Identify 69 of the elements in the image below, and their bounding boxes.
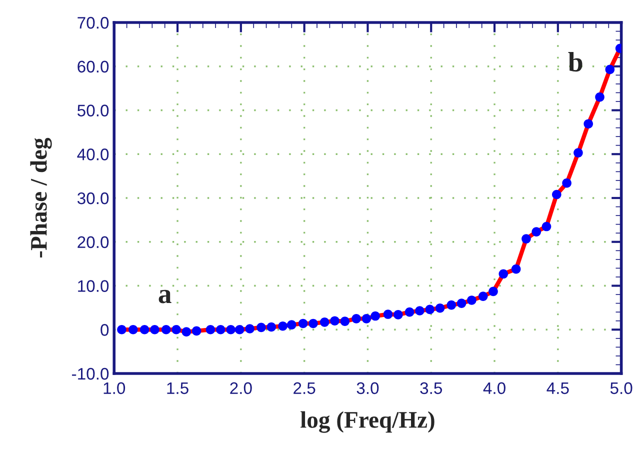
point xyxy=(435,303,445,313)
point xyxy=(562,178,572,188)
x-tick-label: 1.5 xyxy=(167,382,188,394)
x-tick-label: 2.5 xyxy=(294,382,316,394)
y-tick-label: 50.0 xyxy=(77,104,109,116)
point xyxy=(511,264,521,274)
point xyxy=(522,234,531,244)
point xyxy=(192,326,202,336)
x-tick-label: 4.0 xyxy=(483,382,506,394)
y-tick-label: 70.0 xyxy=(78,16,109,29)
y-tick-label: 40.0 xyxy=(77,148,109,160)
point xyxy=(383,310,393,319)
point xyxy=(206,324,216,334)
point xyxy=(320,318,330,327)
point xyxy=(498,269,508,279)
point xyxy=(216,324,226,334)
point xyxy=(532,227,542,236)
point xyxy=(574,148,583,158)
x-tick-label: 3.0 xyxy=(356,382,379,394)
y-axis-title: -Phase / deg xyxy=(30,138,52,258)
x-tick-label: 1.0 xyxy=(104,382,126,394)
point xyxy=(605,64,615,74)
x-tick-label: 4.5 xyxy=(546,382,569,394)
x-tick-label: 3.5 xyxy=(420,382,442,394)
point xyxy=(393,310,403,320)
point xyxy=(256,322,266,332)
point xyxy=(362,314,372,324)
point xyxy=(425,304,435,314)
point xyxy=(140,324,150,334)
point xyxy=(234,324,244,334)
point xyxy=(298,318,308,328)
point xyxy=(245,324,254,334)
x-axis-title: log (Freq/Hz) xyxy=(300,411,434,433)
point xyxy=(117,324,126,334)
point xyxy=(595,92,604,102)
y-tick-label: 10.0 xyxy=(78,280,109,292)
annotation: a xyxy=(158,290,172,304)
point xyxy=(340,316,350,326)
point xyxy=(182,327,192,336)
point xyxy=(542,222,552,232)
point xyxy=(415,306,424,316)
y-tick-label: 20.0 xyxy=(78,236,109,248)
point xyxy=(446,300,456,310)
point xyxy=(266,322,276,332)
y-tick-label: 0 xyxy=(100,324,109,336)
point xyxy=(352,314,361,324)
point xyxy=(404,307,414,317)
x-tick-label: 5.0 xyxy=(610,382,632,394)
point xyxy=(161,324,171,334)
annotation: b xyxy=(568,52,582,72)
point xyxy=(172,324,181,334)
point xyxy=(128,324,138,334)
point xyxy=(286,320,296,330)
point xyxy=(488,286,498,296)
y-tick-label: 30.0 xyxy=(77,192,109,204)
y-tick-label: -10.0 xyxy=(72,368,109,380)
point xyxy=(308,318,318,328)
point xyxy=(330,316,340,326)
point xyxy=(150,324,160,334)
y-tick-label: 60.0 xyxy=(78,60,109,73)
point xyxy=(467,296,476,305)
point xyxy=(456,298,466,308)
point xyxy=(552,190,562,200)
point xyxy=(226,324,236,334)
point xyxy=(478,292,488,301)
point xyxy=(370,311,380,321)
point xyxy=(584,119,594,129)
point xyxy=(278,321,288,331)
x-tick-label: 2.0 xyxy=(230,382,252,394)
